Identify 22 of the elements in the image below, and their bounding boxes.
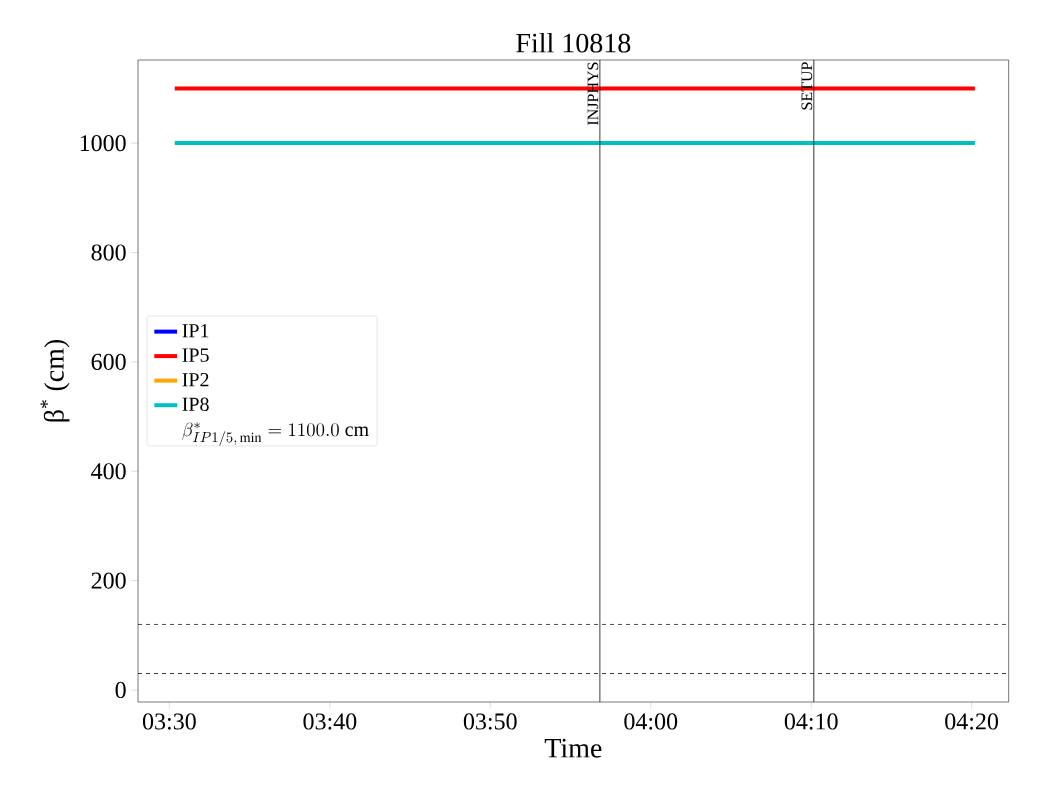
x-axis-title: Time [544, 738, 602, 758]
legend-label: IP8 [182, 397, 209, 412]
x-tick-label: 04:20 [945, 713, 999, 730]
ref-line-label: SETUP [801, 62, 813, 110]
y-tick-label: 200 [91, 572, 126, 589]
x-tick-label: 04:10 [784, 713, 838, 730]
annotation: $\beta^{*}_{IP1/5,\,\min} = 1100.0\ \mathrm{cm}$ [182, 422, 369, 446]
y-tick-label: 400 [91, 463, 126, 480]
y-tick-label: 800 [91, 244, 126, 261]
ref-line-label: INJPHYS [587, 62, 599, 126]
x-tick-label: 04:00 [624, 713, 678, 730]
legend-label: IP2 [182, 373, 209, 387]
y-tick-label: 1000 [80, 135, 126, 152]
y-tick-label: 0 [115, 681, 126, 699]
legend-label: IP1 [182, 324, 209, 338]
x-tick-label: 03:30 [142, 713, 196, 730]
y-tick-label: 600 [91, 353, 126, 370]
y-axis-title: β$^{*}$ (cm) [40, 339, 70, 422]
x-tick-label: 03:40 [303, 713, 357, 730]
legend-label: IP5 [182, 348, 209, 362]
chart-title: Fill 10818 [516, 32, 631, 53]
x-tick-label: 03:50 [463, 713, 517, 730]
